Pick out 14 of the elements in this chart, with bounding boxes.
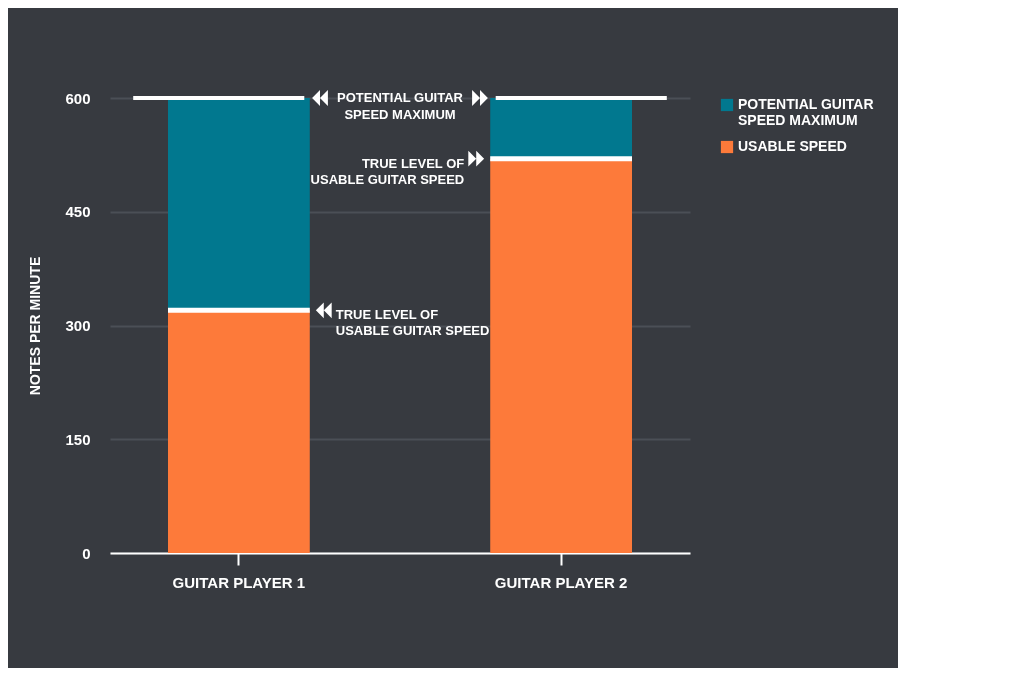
y-tick-label: 300 [65,317,91,334]
y-tick-label: 150 [65,430,91,448]
bar [490,158,632,553]
x-tick-label: GUITAR PLAYER 2 [494,573,628,591]
ref-line-label: POTENTIAL GUITAR SPEED MAXIMUM [337,90,464,122]
annotation: TRUE LEVEL OF USABLE GUITAR SPEED [335,307,490,339]
y-axis-title: NOTES PER MINUTE [27,256,44,396]
legend-label: POTENTIAL GUITAR SPEED MAXIMUM [738,96,874,128]
y-tick-label: 600 [65,89,91,107]
y-tick-label: 0 [82,544,91,562]
legend-label: USABLE SPEED [738,138,847,154]
x-tick-label: GUITAR PLAYER 1 [172,573,306,591]
annotation: TRUE LEVEL OF USABLE GUITAR SPEED [310,155,465,187]
y-tick-label: 450 [65,203,91,221]
